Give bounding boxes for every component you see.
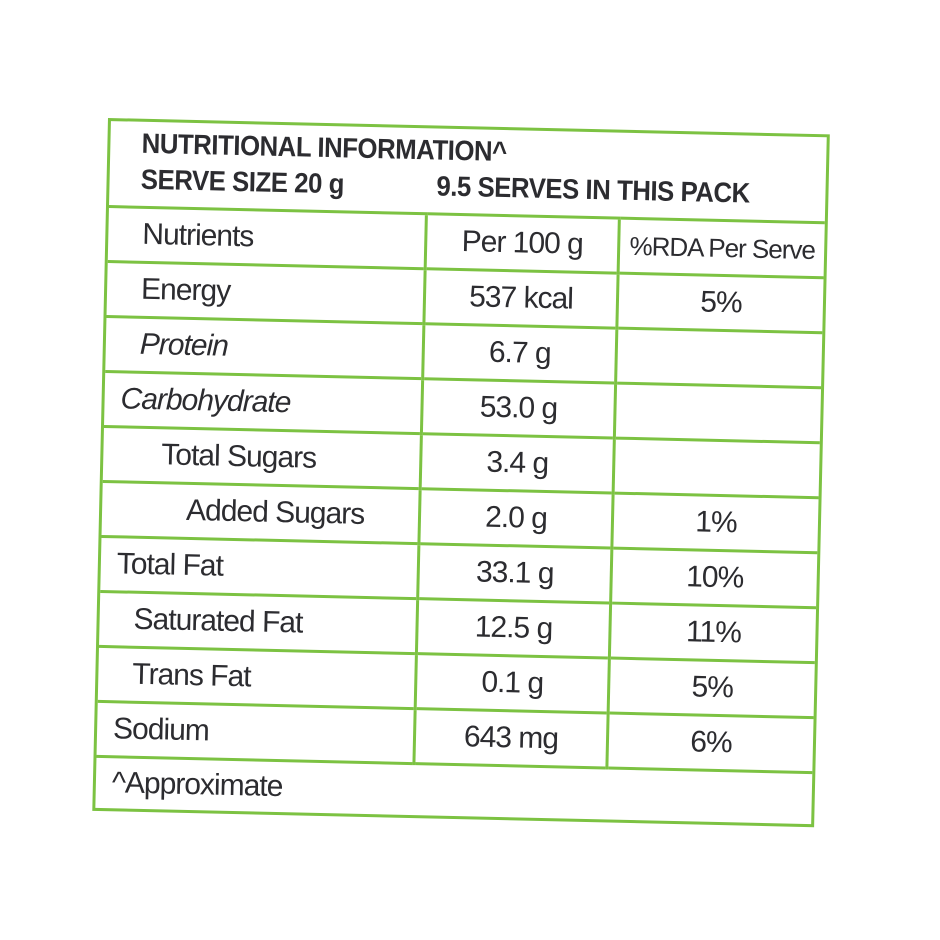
per100-value: 2.0 g bbox=[418, 488, 614, 549]
rda-value: 6% bbox=[606, 712, 814, 773]
nutrient-name: Carbohydrate bbox=[104, 371, 423, 434]
serve-size: SERVE SIZE 20 g bbox=[140, 163, 345, 200]
per100-value: 12.5 g bbox=[416, 598, 611, 659]
rda-value: 5% bbox=[608, 658, 815, 718]
nutrition-label: NUTRITIONAL INFORMATION^ SERVE SIZE 20 g… bbox=[92, 118, 830, 828]
rda-value bbox=[613, 438, 820, 498]
per100-value: 0.1 g bbox=[415, 653, 610, 713]
nutrient-name: Protein bbox=[105, 316, 424, 379]
rda-value: 10% bbox=[610, 548, 818, 608]
nutrition-panel: NUTRITIONAL INFORMATION^ SERVE SIZE 20 g… bbox=[92, 118, 830, 828]
per100-value: 643 mg bbox=[413, 708, 609, 768]
nutrient-name: Trans Fat bbox=[97, 646, 417, 709]
nutrient-name: Total Sugars bbox=[102, 426, 422, 489]
per100-value: 33.1 g bbox=[417, 543, 612, 604]
rda-value: 1% bbox=[611, 493, 819, 553]
rda-value: 11% bbox=[609, 603, 817, 663]
rda-value bbox=[615, 328, 823, 388]
per100-value: 537 kcal bbox=[423, 268, 619, 329]
rda-value bbox=[614, 383, 822, 443]
column-header-per100: Per 100 g bbox=[425, 213, 620, 274]
rda-value: 5% bbox=[616, 273, 824, 333]
label-header: NUTRITIONAL INFORMATION^ SERVE SIZE 20 g… bbox=[109, 121, 769, 220]
nutrient-name: Energy bbox=[106, 261, 426, 324]
nutrient-name: Sodium bbox=[96, 701, 416, 764]
column-header-rda: %RDA Per Serve bbox=[618, 218, 825, 278]
per100-value: 3.4 g bbox=[420, 433, 615, 494]
nutrient-name: Total Fat bbox=[100, 536, 419, 599]
nutrient-name: Added Sugars bbox=[101, 481, 421, 544]
column-header-nutrients: Nutrients bbox=[107, 206, 427, 269]
nutrient-name: Saturated Fat bbox=[99, 591, 418, 654]
per100-value: 53.0 g bbox=[421, 378, 616, 439]
per100-value: 6.7 g bbox=[422, 323, 617, 384]
serves-per-pack: 9.5 SERVES IN THIS PACK bbox=[436, 170, 751, 209]
nutrition-table: Nutrients Per 100 g %RDA Per Serve Energ… bbox=[95, 205, 825, 825]
